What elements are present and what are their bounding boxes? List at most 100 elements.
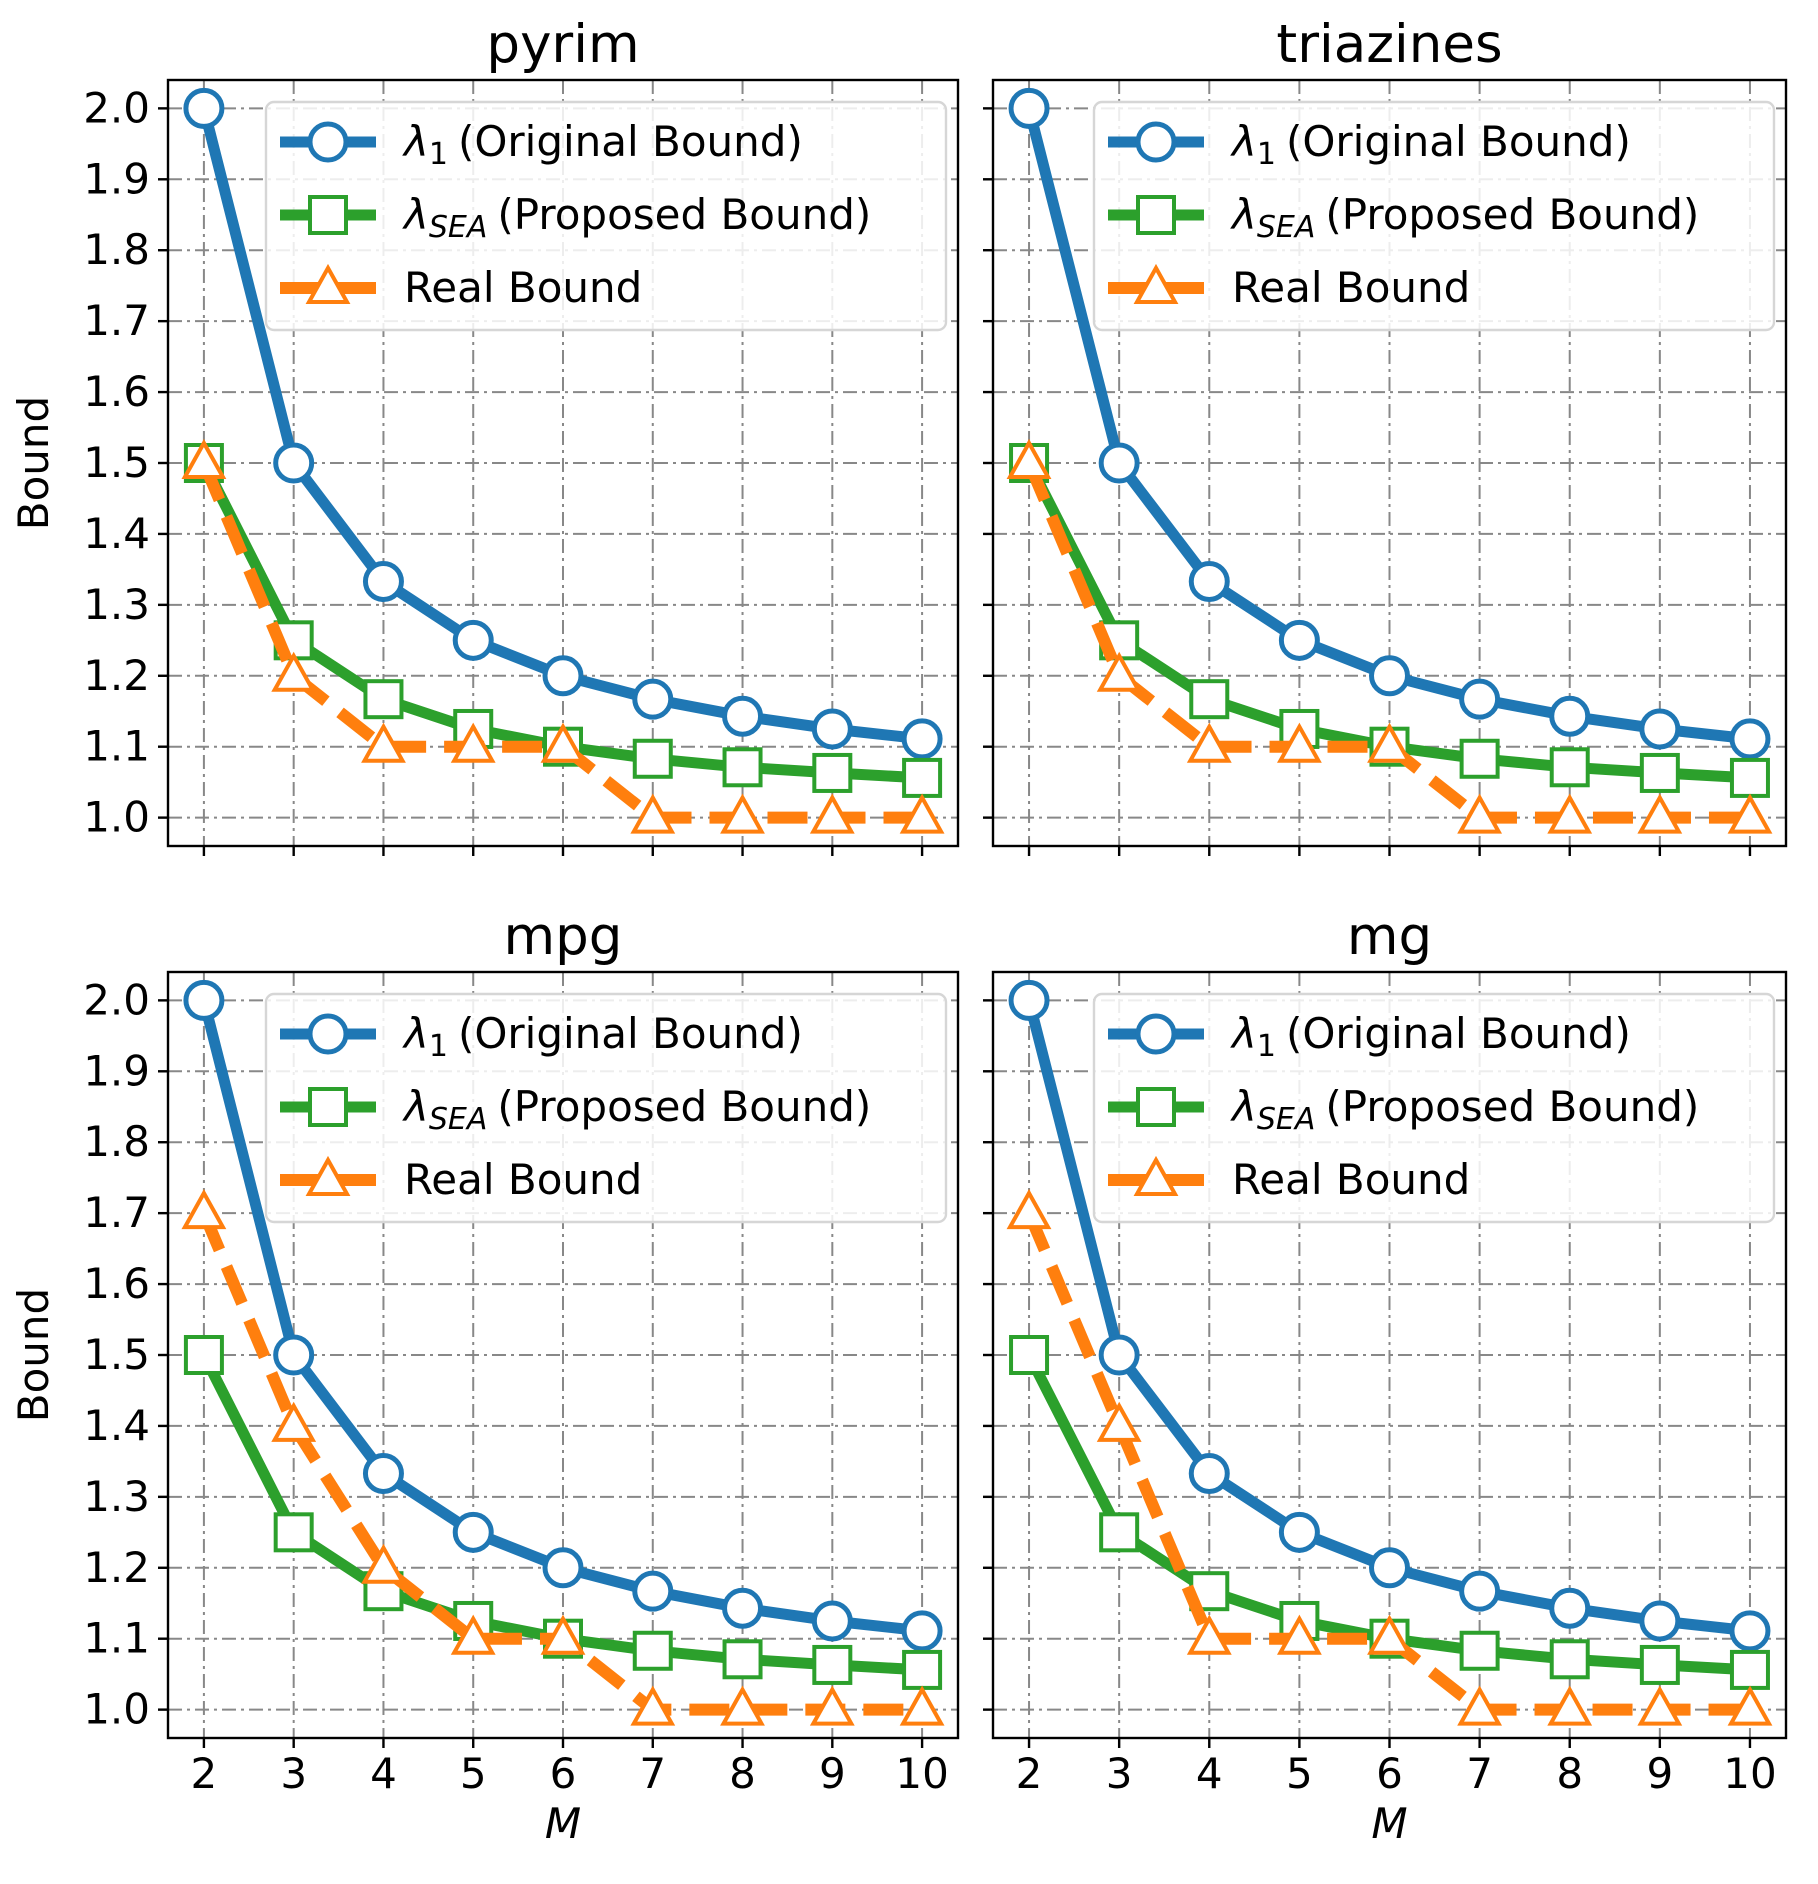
legend-label-subscript: SEA (429, 210, 488, 245)
series-triangle (181, 438, 945, 834)
y-tick-label: 1.1 (83, 1614, 150, 1663)
legend-entry: λ1 (Original Bound) (1108, 1009, 1631, 1064)
legend-entry: λSEA (Proposed Bound) (1108, 1082, 1699, 1137)
legend-marker-square (1136, 1087, 1176, 1127)
data-point-circle (452, 1511, 494, 1553)
x-tick-label: 9 (1646, 1749, 1673, 1798)
x-tick-label: 8 (729, 1749, 756, 1798)
legend-marker-circle (1135, 1013, 1177, 1055)
series-triangle (181, 1189, 945, 1726)
data-point-circle (1188, 1452, 1230, 1494)
legend-marker-circle (307, 121, 349, 163)
data-point-triangle (1367, 722, 1412, 763)
data-point-triangle (1457, 793, 1503, 834)
x-tick-label: 8 (1556, 1749, 1583, 1798)
data-point-square (1549, 1639, 1590, 1680)
legend-label-symbol: λ (1230, 1009, 1257, 1058)
legend-entry: λ1 (Original Bound) (280, 1009, 803, 1064)
legend-marker-square (308, 195, 348, 235)
legend-marker-circle (307, 1013, 349, 1055)
x-tick-label: 10 (1723, 1749, 1776, 1798)
data-point-square (812, 752, 853, 793)
legend-entry: Real Bound (280, 1155, 642, 1204)
data-point-circle (1278, 619, 1320, 661)
chart-title: triazines (1276, 14, 1502, 75)
y-tick-label: 1.9 (83, 154, 150, 203)
data-point-circle (1008, 87, 1050, 129)
data-point-square (183, 1335, 224, 1375)
data-point-triangle (1276, 722, 1322, 763)
data-point-triangle (450, 1614, 496, 1655)
data-point-circle (901, 718, 943, 760)
legend-label-symbol: λ (402, 117, 429, 166)
legend-label-text: (Original Bound) (458, 1009, 803, 1058)
legend-label: Real Bound (404, 263, 642, 312)
legend-label: λSEA (Proposed Bound) (402, 190, 871, 245)
data-point-triangle (1727, 1685, 1773, 1726)
data-point-triangle (1186, 1614, 1232, 1655)
x-tick-label: 3 (1106, 1749, 1133, 1798)
data-point-circle (1369, 655, 1410, 697)
data-point-circle (811, 708, 853, 750)
legend-label-subscript: 1 (429, 137, 448, 172)
data-point-triangle (1637, 1685, 1683, 1726)
data-point-circle (1369, 1547, 1410, 1589)
legend-label: λSEA (Proposed Bound) (1230, 190, 1699, 245)
data-point-square (632, 1630, 673, 1671)
legend-label-symbol: λ (1230, 117, 1257, 166)
data-point-triangle (1547, 793, 1593, 834)
y-tick-label: 1.8 (83, 225, 150, 274)
x-tick-label: 6 (550, 1749, 577, 1798)
legend: λ1 (Original Bound)λSEA (Proposed Bound)Re… (1092, 100, 1776, 332)
y-tick-label: 1.7 (83, 296, 150, 345)
legend-box (264, 100, 948, 332)
chart-panel-mpg: 1.0 1.1 1.2 1.3 1.4 1.5 1.6 1.7 1.8 1.9 2.0 2 3 4 5 6 7 8… (9, 906, 960, 1848)
legend-marker-circle (1135, 121, 1177, 163)
data-point-circle (722, 1587, 764, 1629)
data-point-circle (1459, 1570, 1501, 1612)
chart-panel-triazines: triazines λ1 (Original Bound) λSEA (Proposed… (983, 14, 1788, 856)
legend-label: λ1 (Original Bound) (1230, 117, 1631, 172)
data-point-triangle (1637, 793, 1683, 834)
legend-entry: Real Bound (1108, 1155, 1470, 1204)
legend-label-text: (Proposed Bound) (1325, 1082, 1699, 1131)
legend-label: λ1 (Original Bound) (402, 1009, 803, 1064)
data-point-circle (273, 1334, 315, 1376)
legend-label-subscript: 1 (1257, 137, 1276, 172)
y-tick-label: 1.1 (83, 722, 150, 771)
x-tick-label: 3 (280, 1749, 307, 1798)
legend-label: λSEA (Proposed Bound) (1230, 1082, 1699, 1137)
x-tick-label: 2 (1016, 1749, 1043, 1798)
legend-label: λ1 (Original Bound) (1230, 1009, 1631, 1064)
data-point-triangle (1006, 438, 1052, 479)
legend-label-symbol: λ (402, 1082, 429, 1131)
x-tick-label: 7 (639, 1749, 666, 1798)
legend-label-text: (Original Bound) (1286, 117, 1631, 166)
data-point-circle (1098, 1334, 1140, 1376)
data-point-circle (362, 560, 404, 602)
legend-label-text: Real Bound (404, 263, 642, 312)
y-tick-label: 1.2 (83, 1543, 150, 1592)
data-point-triangle (809, 793, 855, 834)
data-point-triangle (361, 1543, 406, 1584)
data-point-circle (1278, 1511, 1320, 1553)
data-point-triangle (1457, 1685, 1503, 1726)
legend-entry: λ1 (Original Bound) (280, 117, 803, 172)
legend-box (1092, 100, 1776, 332)
series-circle (183, 979, 943, 1652)
series-circle (1008, 979, 1771, 1652)
legend-label-subscript: SEA (1257, 1102, 1316, 1137)
data-point-triangle (809, 1685, 855, 1726)
x-axis-label: M (1371, 1799, 1407, 1848)
data-point-triangle (181, 438, 227, 479)
legend-marker-triangle (305, 263, 351, 304)
data-point-circle (1729, 718, 1771, 760)
legend-label-subscript: SEA (429, 1102, 488, 1137)
x-tick-label: 2 (191, 1749, 218, 1798)
data-point-triangle (271, 1401, 317, 1442)
data-point-square (1189, 679, 1230, 720)
data-point-triangle (450, 722, 496, 763)
data-point-square (273, 1512, 314, 1553)
legend-label-text: (Original Bound) (1286, 1009, 1631, 1058)
data-point-triangle (1096, 651, 1142, 692)
